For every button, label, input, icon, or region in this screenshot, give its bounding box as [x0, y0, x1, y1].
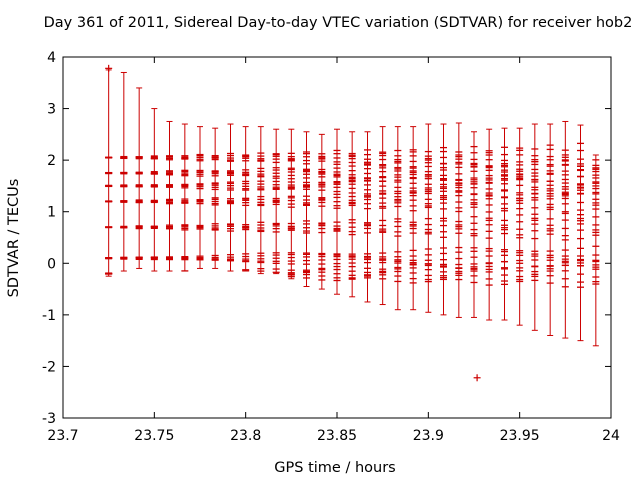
error-bar: [181, 123, 189, 272]
error-bar: [561, 120, 569, 339]
chart-title: Day 361 of 2011, Sidereal Day-to-day VTE…: [44, 15, 633, 31]
x-tick-label: 23.9: [413, 428, 444, 444]
error-bar: [333, 128, 341, 295]
x-tick-label: 23.75: [134, 428, 174, 444]
y-tick-label: 0: [47, 256, 56, 272]
error-bar: [257, 126, 265, 275]
error-bar: [120, 71, 128, 272]
y-tick-label: 3: [47, 102, 56, 118]
y-tick-label: -2: [42, 359, 56, 375]
y-tick-label: 2: [47, 153, 56, 169]
error-bar: [470, 131, 478, 318]
error-bar: [576, 124, 584, 342]
error-bar: [409, 126, 417, 311]
error-bar: [379, 126, 387, 306]
error-bar: [439, 123, 447, 316]
error-bar: [348, 131, 356, 298]
error-bar: [455, 122, 463, 318]
y-tick-label: -3: [42, 411, 56, 427]
error-bar: [150, 108, 158, 272]
outlier-point: [473, 374, 481, 382]
error-bar: [242, 126, 250, 272]
x-tick-label: 23.95: [500, 428, 540, 444]
error-bar: [287, 128, 295, 280]
y-tick-label: 4: [47, 50, 56, 66]
x-axis-label: GPS time / hours: [274, 460, 395, 476]
x-tick-label: 24: [602, 428, 620, 444]
error-bar: [516, 127, 524, 326]
y-axis: -3 -2 -1 0 1 2 3 4: [42, 50, 611, 427]
error-bar: [424, 123, 432, 313]
error-bar: [272, 128, 280, 275]
error-bar: [302, 131, 310, 287]
error-bar: [546, 123, 554, 336]
error-bar: [165, 120, 173, 272]
error-bar: [531, 123, 539, 331]
error-bar: [135, 87, 143, 269]
data-series: [105, 64, 600, 382]
error-bar: [592, 154, 600, 347]
y-tick-label: -1: [42, 308, 56, 324]
error-bar: [227, 123, 235, 272]
error-bar: [485, 128, 493, 321]
error-bar: [501, 127, 509, 321]
x-tick-label: 23.85: [317, 428, 357, 444]
error-bar: [105, 69, 113, 277]
y-tick-label: 1: [47, 205, 56, 221]
error-bar: [364, 131, 372, 303]
x-tick-label: 23.8: [230, 428, 261, 444]
x-axis: 23.7 23.75 23.8 23.85 23.9 23.95 24: [47, 57, 620, 444]
y-axis-label: SDTVAR / TECUs: [6, 179, 22, 298]
error-bar: [318, 133, 326, 290]
x-tick-label: 23.7: [47, 428, 78, 444]
error-bar: [211, 127, 219, 269]
error-bar: [394, 126, 402, 311]
error-bar: [196, 126, 204, 269]
outlier-point: [105, 64, 113, 72]
